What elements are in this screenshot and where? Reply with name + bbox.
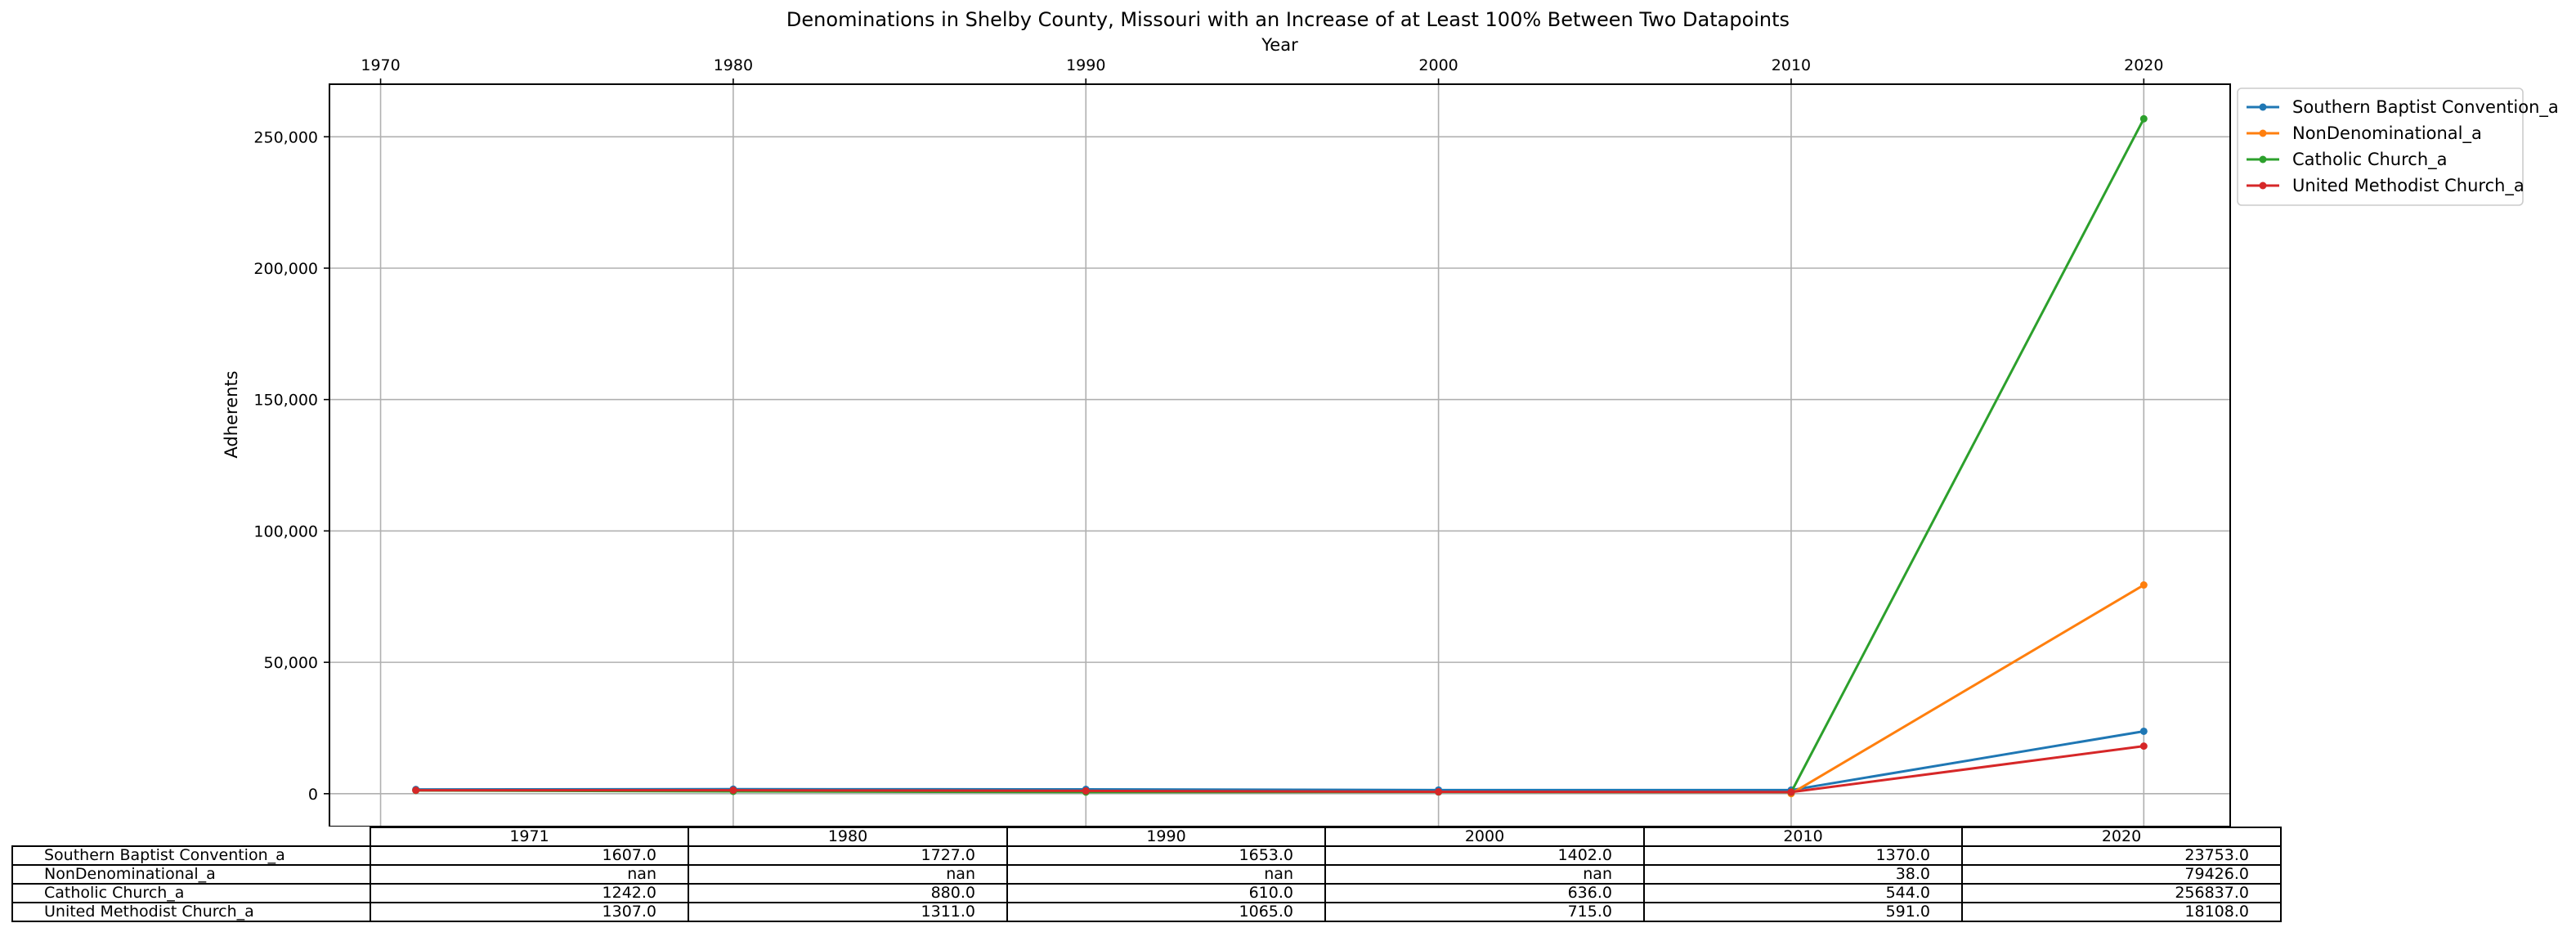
table-cell: nan: [1324, 864, 1645, 885]
table-cell: 1065.0: [1006, 902, 1326, 922]
y-tick-label: 100,000: [253, 522, 318, 540]
plot-frame: [329, 83, 2231, 827]
table-cell: nan: [370, 864, 689, 885]
table-cell: 880.0: [688, 883, 1008, 903]
table-cell: 1653.0: [1006, 845, 1326, 866]
table-cell: 1607.0: [370, 845, 689, 866]
table-cell: 256837.0: [1961, 883, 2282, 903]
series-line: [415, 729, 2144, 791]
x-tick-label: 2020: [2124, 56, 2163, 74]
table-column-header: 2010: [1643, 827, 1963, 847]
series-line: [415, 745, 2144, 794]
data-point: [729, 786, 737, 795]
table-cell: 610.0: [1006, 883, 1326, 903]
legend-marker: [2259, 103, 2267, 111]
table-cell: 715.0: [1324, 902, 1645, 922]
x-tick-label: 2010: [1772, 56, 1811, 74]
data-point: [2139, 114, 2148, 123]
data-point: [1787, 788, 1795, 796]
y-tick-label: 200,000: [253, 260, 318, 278]
data-point: [1082, 786, 1090, 795]
table-cell: 591.0: [1643, 902, 1963, 922]
y-tick-label: 250,000: [253, 128, 318, 146]
data-point: [1435, 788, 1443, 796]
legend-label: Southern Baptist Convention_a: [2292, 97, 2559, 118]
table-cell: 23753.0: [1961, 845, 2282, 866]
legend-marker: [2259, 129, 2267, 137]
legend-label: United Methodist Church_a: [2292, 176, 2524, 196]
table-row: United Methodist Church_a 1307.0 1311.0 106…: [11, 902, 2282, 922]
legend-marker: [2259, 181, 2267, 190]
table-row: NonDenominational_a nan nan nan nan 38.0 79426…: [11, 864, 2282, 885]
table-row-label: NonDenominational_a: [11, 864, 371, 885]
table-column-header: 2000: [1324, 827, 1645, 847]
table-header-row: 1971 1980 1990 2000 2010 2020: [12, 827, 2282, 847]
gridlines: [329, 84, 2230, 827]
legend-box: [2237, 87, 2524, 206]
legend-label: NonDenominational_a: [2292, 123, 2482, 144]
x-axis-ticks: 1970 1980 1990 2000 2010 2020: [361, 56, 2163, 84]
table-row: Catholic Church_a 1242.0 880.0 610.0 636.0 54…: [11, 883, 2282, 903]
data-point: [2139, 727, 2148, 735]
legend-marker: [2259, 155, 2267, 164]
series-line: [1790, 584, 2145, 795]
table-cell: nan: [688, 864, 1008, 885]
table-cell: 1307.0: [370, 902, 689, 922]
legend: Southern Baptist Convention_a NonDenomina…: [2237, 87, 2559, 206]
table-column-header: 1971: [370, 827, 689, 847]
table-cell: 1727.0: [688, 845, 1008, 866]
table-cell: 1370.0: [1643, 845, 1963, 866]
table-cell: 636.0: [1324, 883, 1645, 903]
series-line: [415, 118, 2145, 794]
table-row: Southern Baptist Convention_a 1607.0 1727.…: [11, 845, 2282, 866]
table-cell: nan: [1006, 864, 1326, 885]
table-cell: 38.0: [1643, 864, 1963, 885]
table-corner: [12, 827, 370, 846]
x-tick-label: 1970: [361, 56, 400, 74]
data-point: [412, 786, 420, 795]
table-cell: 18108.0: [1961, 902, 2282, 922]
data-point: [2139, 742, 2148, 751]
x-axis-label: Year: [1261, 35, 1298, 55]
y-axis-label: Adherents: [222, 370, 241, 458]
table-row-label: United Methodist Church_a: [11, 902, 371, 922]
line-chart: 1970 1980 1990 2000 2010 2020 0 50,000 100,000 1…: [222, 35, 2559, 827]
y-tick-label: 0: [308, 786, 318, 804]
table-column-header: 2020: [1961, 827, 2282, 847]
table-column-header: 1990: [1006, 827, 1326, 847]
legend-label: Catholic Church_a: [2292, 150, 2448, 170]
table-cell: 1402.0: [1324, 845, 1645, 866]
chart-title: Denominations in Shelby County, Missouri…: [786, 8, 1790, 31]
data-point: [2139, 581, 2148, 589]
table-row-label: Southern Baptist Convention_a: [11, 845, 371, 866]
x-tick-label: 1990: [1066, 56, 1105, 74]
table-cell: 544.0: [1643, 883, 1963, 903]
y-axis-ticks: 0 50,000 100,000 150,000 200,000 250,000: [253, 128, 329, 804]
y-tick-label: 150,000: [253, 392, 318, 410]
data-table: 1971 1980 1990 2000 2010 2020 Southern Baptis…: [11, 827, 2282, 922]
table-row-label: Catholic Church_a: [11, 883, 371, 903]
table-cell: 1311.0: [688, 902, 1008, 922]
y-tick-label: 50,000: [264, 654, 318, 672]
table-column-header: 1980: [688, 827, 1008, 847]
x-tick-label: 1980: [714, 56, 753, 74]
table-cell: 79426.0: [1961, 864, 2282, 885]
series-lines: [412, 114, 2148, 798]
x-tick-label: 2000: [1418, 56, 1458, 74]
table-cell: 1242.0: [370, 883, 689, 903]
